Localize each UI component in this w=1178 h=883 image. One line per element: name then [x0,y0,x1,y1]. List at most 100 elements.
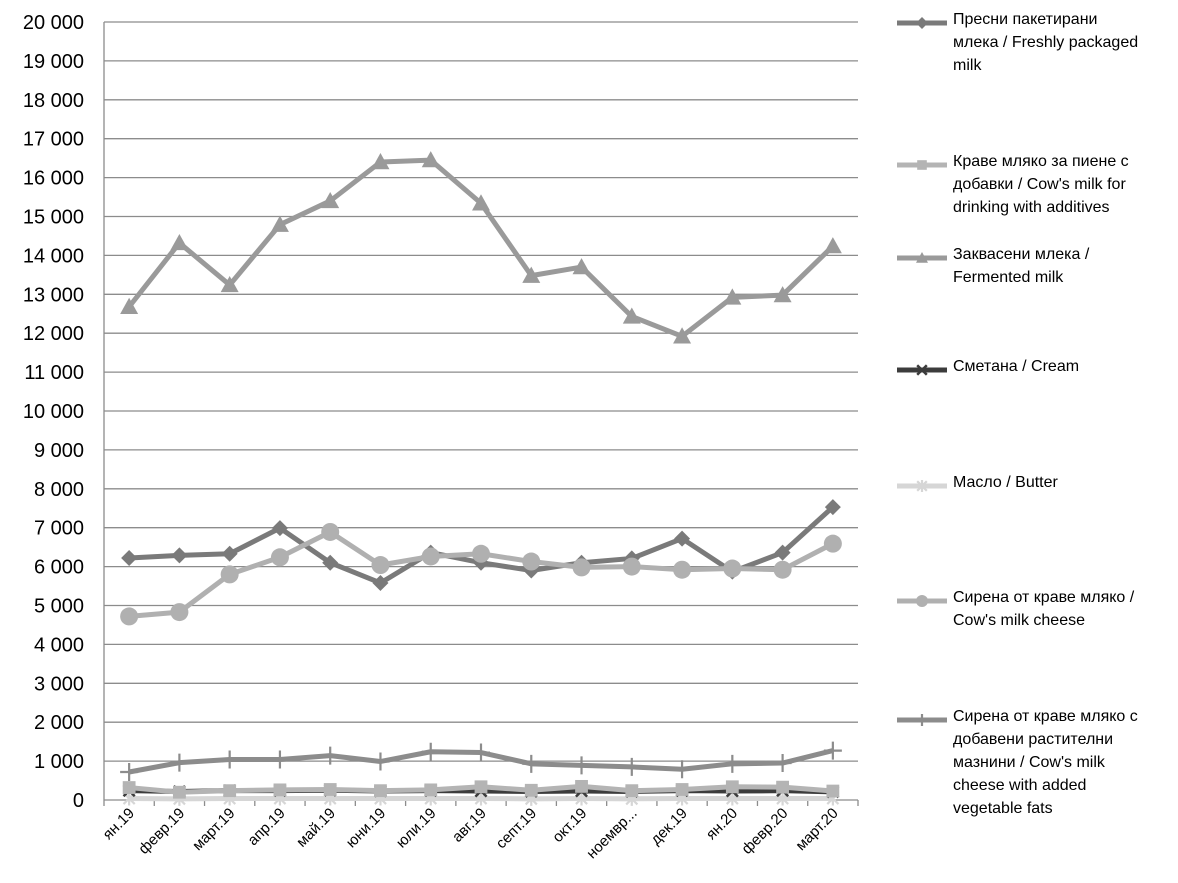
x-tick-label: септ.19 [493,805,540,852]
data-point [675,783,689,796]
legend-label-line: cheese with added [953,777,1087,794]
legend-label-line: Краве мляко за пиене с [953,153,1129,170]
legend-label-line: млека / Freshly packaged [953,34,1139,51]
legend-label-line: мазнини / Cow's milk [953,754,1105,771]
legend-swatch [897,364,947,376]
data-point [723,288,742,305]
y-tick-label: 20 000 [23,12,84,34]
data-point [673,760,692,779]
legend-swatch [897,252,947,263]
data-point [522,552,541,571]
data-point [270,548,289,567]
data-point [424,783,438,797]
legend: Пресни пакетирани млека / Freshly package… [895,0,1178,883]
legend-label: Краве мляко за пиене с добавки / Cow's mi… [953,150,1178,219]
data-point [773,754,792,773]
x-tick-label: февр.20 [738,805,791,858]
x-tick-label: ноемвр... [583,805,640,862]
y-tick-label: 14 000 [23,245,84,267]
legend-label-line: Сирена от краве мляко / [953,589,1135,606]
data-point [220,565,239,584]
y-tick-label: 19 000 [23,51,84,73]
x-tick-label: юни.19 [343,805,390,852]
y-tick-label: 15 000 [23,207,84,229]
gridlines [104,21,858,801]
y-tick-label: 8 000 [34,479,84,501]
legend-label-line: Fermented milk [953,269,1064,286]
legend-swatch [897,160,947,170]
data-point [120,762,139,781]
data-point [323,783,337,796]
y-tick-label: 0 [73,790,84,812]
legend-swatch [897,595,947,607]
data-point [421,742,440,761]
data-point [221,545,238,562]
x-tick-label: юли.19 [393,805,440,852]
data-point [321,191,340,209]
data-point [223,784,237,798]
data-point [773,286,792,303]
legend-label: Сметана / Cream [953,355,1178,378]
legend-label-line: Масло / Butter [953,474,1058,491]
data-point [823,534,842,553]
series-6 [120,741,842,781]
y-tick-label: 2 000 [34,712,84,734]
data-point [723,754,742,773]
x-tick-label: ян.20 [703,805,741,843]
series-line [127,157,835,339]
data-point [622,557,641,576]
data-point [120,297,139,314]
data-point [673,560,692,579]
data-point [171,547,188,564]
data-point [826,784,840,798]
data-point [322,554,339,571]
y-tick-label: 13 000 [23,284,84,306]
data-point [776,780,789,794]
y-tick-label: 1 000 [34,751,84,773]
y-axis: 0 1 000 2 000 3 000 4 000 5 000 6 000 7 000 8 00… [23,12,105,812]
data-point [173,785,186,799]
y-tick-label: 17 000 [23,129,84,151]
x-tick-label: апр.19 [244,805,288,849]
y-tick-label: 7 000 [34,518,84,540]
y-tick-label: 16 000 [23,168,84,190]
data-point [674,530,691,547]
data-point [371,153,390,170]
data-point [472,743,490,762]
data-point [273,783,287,797]
data-point [372,574,389,591]
legend-label-line: добавени растителни [953,731,1114,748]
data-point [472,194,490,211]
x-tick-label: дек.19 [647,805,690,848]
y-tick-label: 4 000 [34,634,84,656]
data-point [122,781,136,794]
y-tick-label: 12 000 [23,323,84,345]
data-point [725,780,739,794]
data-point [572,258,591,275]
data-point [421,151,440,168]
y-tick-label: 18 000 [23,90,84,112]
data-point [472,544,490,563]
series-group [120,151,842,806]
data-point [120,607,139,626]
data-point [474,780,488,794]
y-tick-label: 3 000 [34,673,84,695]
data-point [321,746,340,765]
data-point [371,752,390,771]
legend-label: Заквасени млека / Fermented milk [953,243,1178,289]
legend-label-line: добавки / Cow's milk for [953,176,1126,193]
data-point [270,215,289,232]
legend-label: Сирена от краве мляко с добавени растител… [953,705,1178,820]
data-point [522,266,541,283]
data-point [622,757,641,776]
legend-label-line: Заквасени млека / [953,246,1090,263]
series-5 [120,522,842,626]
data-point [524,783,538,797]
x-tick-label: май.19 [293,805,339,851]
x-tick-label: март.20 [792,805,841,854]
x-tick-label: февр.19 [135,805,188,858]
data-point [823,237,842,254]
data-point [572,756,591,775]
